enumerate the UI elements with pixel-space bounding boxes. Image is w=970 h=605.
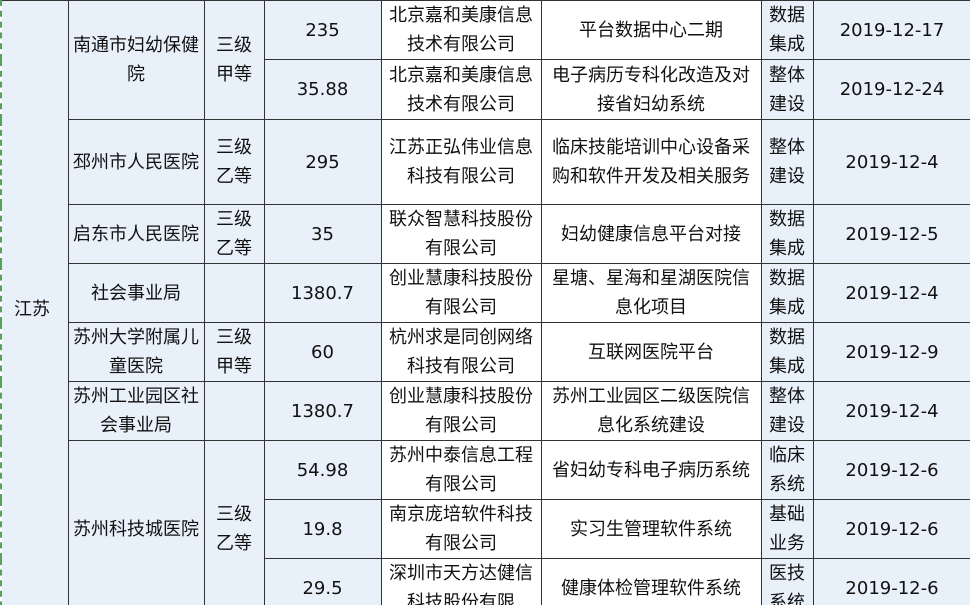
project: 妇幼健康信息平台对接 [540,204,762,264]
company: 江苏正弘伟业信息科技有限公司 [380,119,542,205]
company: 苏州中泰信息工程有限公司 [380,440,542,500]
company: 北京嘉和美康信息技术有限公司 [380,0,542,60]
project: 电子病历专科化改造及对接省妇幼系统 [540,59,762,120]
date: 2019-12-4 [812,119,970,205]
table-row: 苏州科技城医院 三级乙等 54.98 苏州中泰信息工程有限公司 省妇幼专科电子病历系统临… [1,440,970,605]
amount: 19.8 [263,499,382,559]
table-row: 社会事业局 1380.7 创业慧康科技股份有限公司 星塘、星海和星湖医院信息化项目 数据… [1,263,970,323]
table-row: 29.5 深圳市天方达健信科技股份有限 健康体检管理软件系统 医技系统 2019-12-… [1,558,970,605]
date: 2019-12-5 [812,204,970,264]
level: 三级乙等 [203,119,265,205]
type: 整体建设 [760,59,814,120]
date: 2019-12-6 [812,558,970,605]
amount: 35 [263,204,382,264]
type: 数据集成 [760,0,814,60]
date: 2019-12-6 [812,499,970,559]
type: 数据集成 [760,322,814,382]
type: 数据集成 [760,263,814,323]
type: 整体建设 [760,119,814,205]
table-row: 启东市人民医院 三级乙等 35 联众智慧科技股份有限公司 妇幼健康信息平台对接 数据集成 2… [1,204,970,264]
company: 北京嘉和美康信息技术有限公司 [380,59,542,120]
date: 2019-12-4 [812,381,970,441]
company: 南京庞培软件科技有限公司 [380,499,542,559]
date: 2019-12-6 [812,440,970,500]
hospital: 社会事业局 [67,263,205,323]
level: 三级乙等 [203,440,265,605]
amount: 1380.7 [263,381,382,441]
project: 健康体检管理软件系统 [540,558,762,605]
project: 苏州工业园区二级医院信息化系统建设 [540,381,762,441]
date: 2019-12-17 [812,0,970,60]
company: 深圳市天方达健信科技股份有限 [380,558,542,605]
hospital: 南通市妇幼保健院 [67,0,205,120]
company: 创业慧康科技股份有限公司 [380,263,542,323]
hospital: 邳州市人民医院 [67,119,205,205]
project: 实习生管理软件系统 [540,499,762,559]
amount: 235 [263,0,382,60]
type: 基础业务 [760,499,814,559]
amount: 54.98 [263,440,382,500]
hospital: 苏州科技城医院 [67,440,205,605]
type: 医技系统 [760,558,814,605]
amount: 60 [263,322,382,382]
amount: 1380.7 [263,263,382,323]
project: 省妇幼专科电子病历系统 [540,440,762,500]
date: 2019-12-9 [812,322,970,382]
project: 星塘、星海和星湖医院信息化项目 [540,263,762,323]
amount: 35.88 [263,59,382,120]
project: 平台数据中心二期 [540,0,762,60]
table-row: 邳州市人民医院 三级乙等 295 江苏正弘伟业信息科技有限公司 临床技能培训中心设备采购… [1,119,970,205]
hospital: 苏州工业园区社会事业局 [67,381,205,441]
level: 三级乙等 [203,204,265,264]
province: 江苏 [0,0,69,605]
level: 三级甲等 [203,322,265,382]
hospital: 启东市人民医院 [67,204,205,264]
date: 2019-12-4 [812,263,970,323]
type: 临床系统 [760,440,814,500]
table-row: 35.88 北京嘉和美康信息技术有限公司 电子病历专科化改造及对接省妇幼系统 整体建设… [1,59,970,120]
table-row: 19.8 南京庞培软件科技有限公司 实习生管理软件系统 基础业务 2019-12-6 [1,499,970,559]
type: 数据集成 [760,204,814,264]
amount: 29.5 [263,558,382,605]
project: 互联网医院平台 [540,322,762,382]
company: 创业慧康科技股份有限公司 [380,381,542,441]
type: 整体建设 [760,381,814,441]
company: 杭州求是同创网络科技有限公司 [380,322,542,382]
date: 2019-12-24 [812,59,970,120]
level [203,263,265,323]
hospital: 苏州大学附属儿童医院 [67,322,205,382]
amount: 295 [263,119,382,205]
project: 临床技能培训中心设备采购和软件开发及相关服务 [540,119,762,205]
level: 三级甲等 [203,0,265,120]
company: 联众智慧科技股份有限公司 [380,204,542,264]
table-row: 苏州大学附属儿童医院 三级甲等 60 杭州求是同创网络科技有限公司 互联网医院平台 数据集… [1,322,970,382]
table-row: 苏州工业园区社会事业局 1380.7 创业慧康科技股份有限公司 苏州工业园区二级医院信… [1,381,970,441]
level [203,381,265,441]
